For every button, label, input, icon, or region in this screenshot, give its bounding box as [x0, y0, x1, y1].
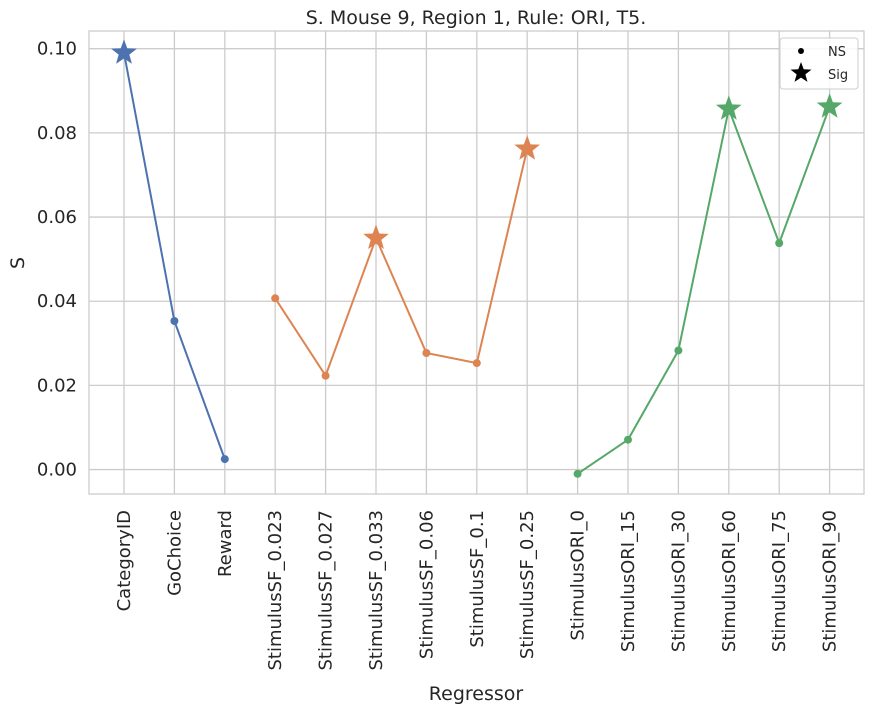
x-tick-label: StimulusORI_15 [618, 510, 639, 652]
grid [89, 31, 864, 494]
x-tick-label: StimulusORI_30 [668, 510, 689, 652]
series-1 [111, 39, 229, 464]
ns-dot-point [321, 371, 330, 380]
y-axis-label: S [7, 257, 29, 269]
y-tick-label: 0.02 [37, 375, 77, 396]
ns-dot-point [472, 359, 481, 368]
ns-dot-point [775, 239, 784, 248]
x-tick-label: StimulusSF_0.033 [366, 510, 387, 671]
sig-star-point [514, 135, 541, 160]
legend: NS Sig [779, 37, 859, 90]
y-tick-label: 0.06 [37, 207, 77, 228]
series-line [577, 105, 831, 475]
x-axis: CategoryID GoChoice Reward StimulusSF_0.023… [114, 510, 841, 671]
ns-dot-point [624, 435, 632, 444]
series-2 [271, 135, 541, 380]
ns-dot-point [170, 317, 179, 326]
legend-dot-marker [798, 48, 804, 54]
x-tick-label: GoChoice [164, 510, 185, 596]
y-tick-label: 0.00 [37, 460, 77, 481]
x-tick-label: StimulusORI_0 [568, 510, 589, 641]
ns-dot-point [573, 469, 582, 478]
sig-star-point [715, 95, 742, 120]
chart-title: S. Mouse 9, Region 1, Rule: ORI, T5. [306, 7, 647, 29]
plot-frame [88, 30, 865, 495]
x-tick-label: StimulusORI_90 [820, 510, 841, 652]
series-layer [111, 39, 843, 478]
ns-dot-point [271, 294, 280, 303]
x-axis-label: Regressor [429, 683, 524, 705]
y-tick-label: 0.08 [37, 123, 77, 144]
x-tick-label: StimulusSF_0.1 [467, 510, 488, 648]
y-axis: 0.00 0.02 0.04 0.06 0.08 0.10 [37, 39, 77, 481]
ns-dot-point [220, 455, 229, 464]
x-tick-label: StimulusSF_0.023 [265, 510, 286, 671]
x-tick-label: Reward [215, 510, 236, 577]
series-3 [573, 93, 843, 478]
sig-star-point [363, 224, 389, 250]
legend-star-marker [790, 62, 812, 82]
y-tick-label: 0.10 [37, 39, 77, 60]
ns-dot-point [422, 348, 431, 357]
ns-dot-point [674, 346, 683, 355]
x-tick-label: StimulusSF_0.25 [517, 510, 538, 659]
x-tick-label: StimulusSF_0.027 [316, 510, 337, 671]
x-tick-label: StimulusSF_0.06 [416, 510, 437, 659]
legend-label-sig: Sig [828, 68, 848, 83]
sig-star-point [816, 93, 843, 118]
legend-label-ns: NS [828, 45, 846, 60]
x-tick-label: StimulusORI_60 [719, 510, 740, 652]
sig-star-point [111, 39, 137, 64]
x-tick-label: StimulusORI_75 [769, 510, 790, 652]
series-line [274, 148, 529, 378]
y-tick-label: 0.04 [37, 291, 77, 312]
x-tick-label: CategoryID [114, 510, 135, 611]
